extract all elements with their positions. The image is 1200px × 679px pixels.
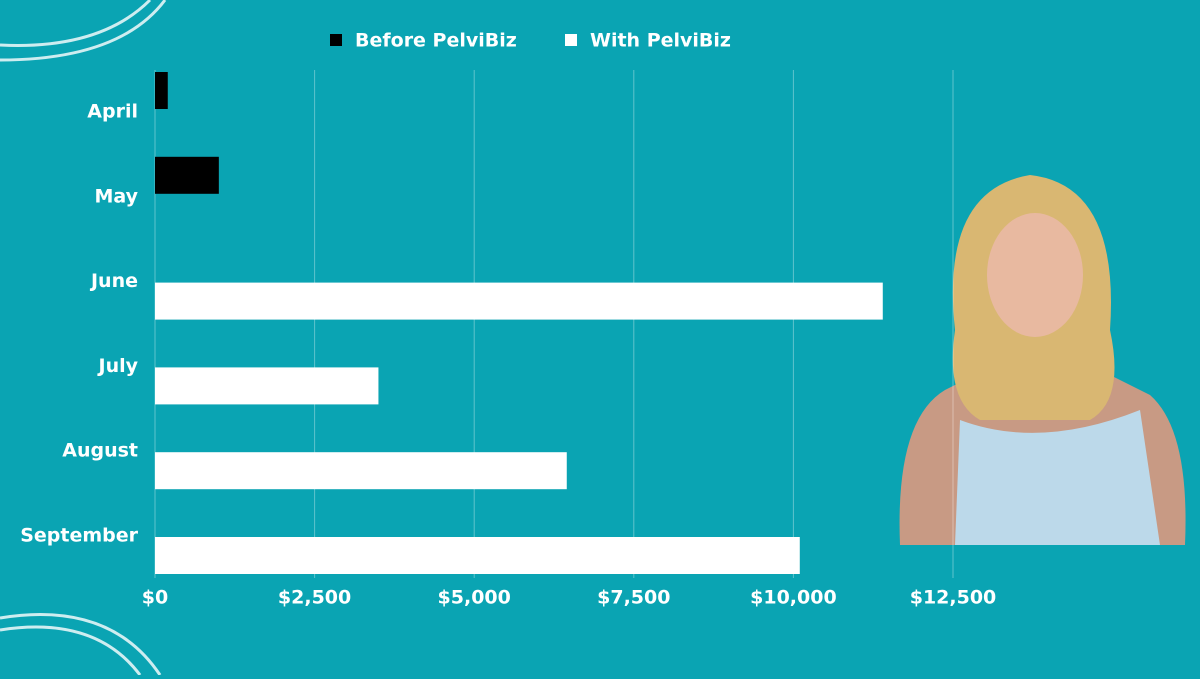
legend-swatch [330, 34, 342, 46]
x-tick-label: $7,500 [597, 587, 670, 609]
bar [155, 367, 379, 405]
legend-label: With PelviBiz [590, 30, 731, 52]
y-tick-label: May [94, 185, 138, 207]
x-tick-label: $12,500 [910, 587, 997, 609]
bar [155, 452, 567, 490]
y-tick-label: June [89, 270, 138, 292]
bar [155, 537, 800, 574]
bar [155, 72, 168, 109]
x-tick-label: $5,000 [438, 587, 511, 609]
bar [155, 282, 883, 320]
bar [155, 156, 219, 194]
y-tick-label: April [87, 101, 138, 123]
decoration [0, 0, 167, 676]
photo [888, 170, 1188, 545]
legend-label: Before PelviBiz [355, 30, 517, 52]
x-tick-label: $0 [142, 587, 168, 609]
y-tick-label: July [97, 355, 139, 377]
y-tick-label: September [20, 525, 138, 547]
legend-swatch [565, 34, 577, 46]
x-tick-label: $10,000 [750, 587, 837, 609]
x-tick-label: $2,500 [278, 587, 351, 609]
y-tick-label: August [62, 440, 138, 462]
